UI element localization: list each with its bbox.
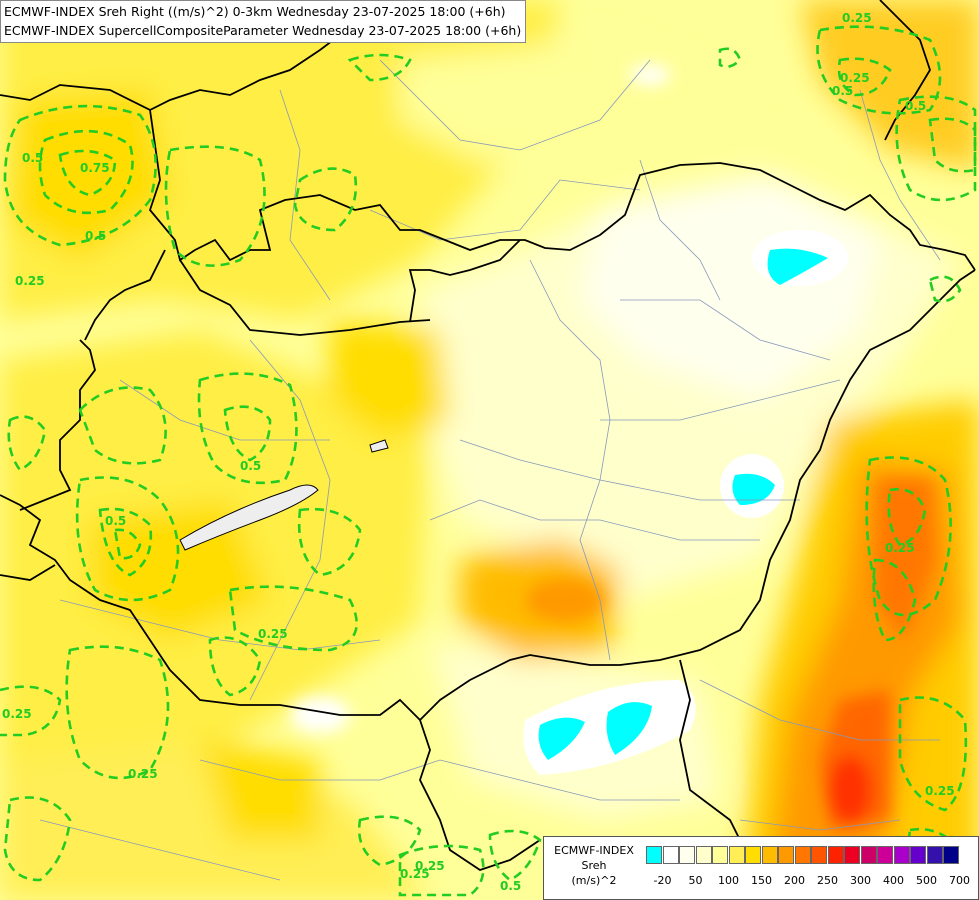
contour-label: 0.25 — [840, 71, 870, 85]
contour-label: 0.25 — [15, 274, 45, 288]
contour-label: 0.25 — [842, 11, 872, 25]
legend-tick-label: 700 — [949, 874, 970, 887]
internal-boundaries — [39, 59, 941, 881]
legend-swatch — [778, 846, 794, 864]
legend-swatch — [679, 846, 695, 864]
legend-swatch — [827, 846, 844, 864]
legend-tick-label: 400 — [883, 874, 904, 887]
legend-tick-label: 50 — [688, 874, 703, 887]
contour-label: 0.25 — [2, 707, 32, 721]
legend-tick-label: 250 — [817, 874, 838, 887]
contour-labels: 0.75 0.5 0.5 0.25 0.25 0.5 0.5 0.25 0.25… — [2, 11, 955, 893]
legend-swatch — [794, 846, 811, 864]
legend-swatch — [745, 846, 761, 864]
contour-label: 0.5 — [85, 229, 106, 243]
header-title-sreh: ECMWF-INDEX Sreh Right ((m/s)^2) 0-3km W… — [4, 4, 506, 19]
legend-swatch — [646, 846, 662, 864]
legend-swatch — [910, 846, 926, 864]
negative-sreh-areas — [523, 230, 848, 775]
contour-label: 0.75 — [80, 161, 110, 175]
legend-swatch — [926, 846, 943, 864]
legend-swatch — [728, 846, 745, 864]
legend-tick-label: -20 — [653, 874, 672, 887]
map-header: ECMWF-INDEX Sreh Right ((m/s)^2) 0-3km W… — [0, 0, 527, 43]
contour-label: 0.25 — [400, 867, 430, 881]
legend-swatch — [860, 846, 877, 864]
legend-title: ECMWF-INDEX Sreh (m/s)^2 — [554, 844, 634, 887]
contour-label: 0.25 — [925, 784, 955, 798]
contour-label: 0.5 — [832, 84, 853, 98]
header-title-scp: ECMWF-INDEX SupercellCompositeParameter … — [4, 23, 522, 38]
contour-label: 0.25 — [128, 767, 158, 781]
legend-tick-label: 150 — [751, 874, 772, 887]
legend-swatch — [943, 846, 959, 864]
legend-tick-label: 300 — [850, 874, 871, 887]
legend-swatch — [712, 846, 728, 864]
legend-swatch — [877, 846, 893, 864]
legend-tick-label: 100 — [718, 874, 739, 887]
color-legend: ECMWF-INDEX Sreh (m/s)^2 -20 50 100 150 200 2… — [543, 836, 979, 900]
contour-label: 0.25 — [415, 859, 445, 873]
contour-label: 0.5 — [240, 459, 261, 473]
legend-swatch — [893, 846, 910, 864]
contour-label: 0.5 — [500, 879, 521, 893]
legend-tick-label: 500 — [916, 874, 937, 887]
contour-label: 0.5 — [22, 151, 43, 165]
lakes — [179, 439, 389, 551]
contour-label: 0.5 — [105, 514, 126, 528]
legend-swatch — [811, 846, 827, 864]
contour-label: 0.25 — [258, 627, 288, 641]
legend-swatch — [761, 846, 778, 864]
legend-swatch — [662, 846, 679, 864]
legend-swatch — [844, 846, 860, 864]
contour-label: 0.25 — [885, 541, 915, 555]
legend-tick-label: 200 — [784, 874, 805, 887]
legend-swatch — [695, 846, 712, 864]
contour-label: 0.5 — [905, 99, 926, 113]
